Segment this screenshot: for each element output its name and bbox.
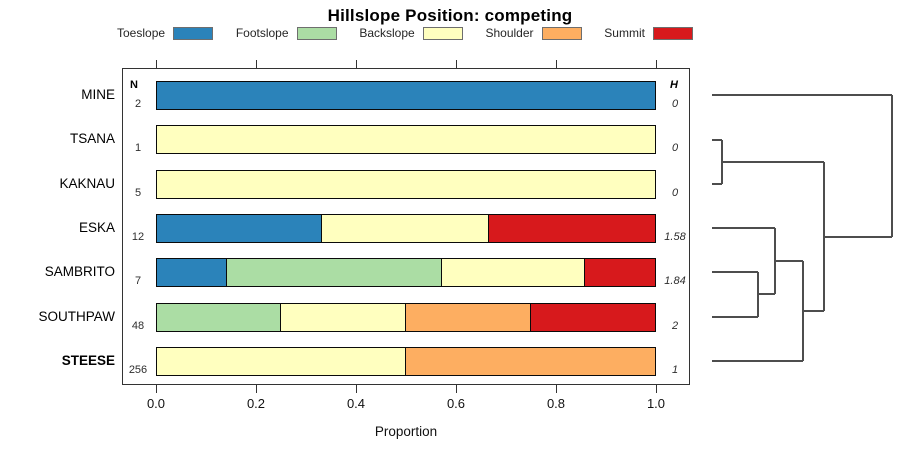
- dendrogram-v-line: [802, 261, 804, 361]
- dendrogram-h-line: [824, 236, 892, 238]
- bar-segment-sambrito-footslope: [226, 258, 442, 287]
- x-axis-tick-label: 1.0: [646, 396, 666, 411]
- legend-item-shoulder: Shoulder: [485, 26, 582, 40]
- dendrogram-h-line: [803, 310, 824, 312]
- x-axis-tick-label: 0.4: [346, 396, 366, 411]
- dendrogram-h-line: [712, 227, 775, 229]
- dendrogram-h-line: [722, 161, 824, 163]
- x-axis-tick-label: 0.8: [546, 396, 566, 411]
- h-value-mine: 0: [671, 98, 679, 110]
- dendrogram-h-line: [712, 316, 758, 318]
- n-value-mine: 2: [134, 98, 142, 110]
- bar-segment-steese-backslope: [156, 347, 406, 376]
- bar-segment-tsana-backslope: [156, 125, 656, 154]
- x-axis-tick-bottom: [356, 385, 357, 393]
- legend-label: Shoulder: [485, 26, 534, 40]
- x-axis-tick-label: 0.2: [246, 396, 266, 411]
- legend-swatch-toeslope: [173, 26, 214, 40]
- bar-segment-southpaw-shoulder: [404, 303, 531, 332]
- dendrogram-v-line: [823, 162, 825, 311]
- x-axis-label: Proportion: [374, 424, 438, 439]
- x-axis-tick-bottom: [256, 385, 257, 393]
- plot-area-border: [122, 68, 690, 385]
- dendrogram-v-line: [891, 95, 893, 237]
- h-value-eska: 1.58: [664, 231, 686, 243]
- n-value-kaknau: 5: [134, 187, 142, 199]
- bar-segment-southpaw-summit: [529, 303, 656, 332]
- bar-segment-sambrito-backslope: [440, 258, 585, 287]
- dendrogram-v-line: [757, 272, 759, 317]
- bar-segment-eska-summit: [487, 214, 656, 243]
- row-label-kaknau: KAKNAU: [59, 176, 115, 191]
- dendrogram-v-line: [774, 228, 776, 294]
- n-value-southpaw: 48: [131, 320, 145, 332]
- legend-item-footslope: Footslope: [236, 26, 337, 40]
- row-label-eska: ESKA: [78, 220, 115, 235]
- bar-segment-kaknau-backslope: [156, 170, 656, 199]
- dendrogram-h-line: [775, 260, 803, 262]
- legend-item-toeslope: Toeslope: [117, 26, 214, 40]
- x-axis-tick-bottom: [556, 385, 557, 393]
- legend-item-backslope: Backslope: [359, 26, 463, 40]
- bar-segment-sambrito-toeslope: [156, 258, 228, 287]
- bar-segment-sambrito-summit: [583, 258, 656, 287]
- legend: Toeslope Footslope Backslope Shoulder Summit: [117, 24, 693, 42]
- bar-segment-southpaw-backslope: [279, 303, 406, 332]
- bar-segment-eska-toeslope: [156, 214, 323, 243]
- h-value-tsana: 0: [671, 142, 679, 154]
- x-axis-tick-top: [256, 60, 257, 68]
- chart-title: Hillslope Position: competing: [327, 6, 573, 25]
- legend-label: Footslope: [235, 26, 289, 40]
- n-column-header: N: [130, 79, 138, 91]
- bar-segment-southpaw-footslope: [156, 303, 281, 332]
- bar-segment-steese-shoulder: [404, 347, 656, 376]
- dendrogram-v-line: [721, 140, 723, 184]
- dendrogram-h-line: [712, 183, 722, 185]
- dendrogram-h-line: [712, 271, 758, 273]
- h-value-sambrito: 1.84: [664, 275, 686, 287]
- legend-label: Toeslope: [117, 26, 166, 40]
- x-axis-tick-top: [456, 60, 457, 68]
- row-label-southpaw: SOUTHPAW: [38, 309, 116, 324]
- row-label-tsana: TSANA: [69, 131, 115, 146]
- h-value-kaknau: 0: [671, 187, 679, 199]
- h-column-header: H: [670, 79, 678, 91]
- h-value-southpaw: 2: [671, 320, 679, 332]
- n-value-tsana: 1: [134, 142, 142, 154]
- legend-swatch-backslope: [422, 26, 463, 40]
- dendrogram-h-line: [712, 139, 722, 141]
- row-label-steese: STEESE: [61, 353, 115, 368]
- x-axis-tick-top: [156, 60, 157, 68]
- legend-label: Backslope: [359, 26, 415, 40]
- dendrogram-h-line: [712, 94, 892, 96]
- n-value-sambrito: 7: [134, 275, 142, 287]
- x-axis-tick-top: [356, 60, 357, 68]
- row-label-mine: MINE: [81, 87, 115, 102]
- n-value-steese: 256: [128, 364, 148, 376]
- dendrogram-h-line: [758, 293, 775, 295]
- row-label-sambrito: SAMBRITO: [44, 264, 115, 279]
- n-value-eska: 12: [131, 231, 145, 243]
- x-axis-tick-bottom: [156, 385, 157, 393]
- x-axis-tick-top: [656, 60, 657, 68]
- h-value-steese: 1: [671, 364, 679, 376]
- dendrogram-h-line: [712, 360, 803, 362]
- bar-segment-eska-backslope: [321, 214, 489, 243]
- legend-item-summit: Summit: [604, 26, 693, 40]
- legend-swatch-shoulder: [541, 26, 582, 40]
- x-axis-tick-label: 0.6: [446, 396, 466, 411]
- x-axis-tick-bottom: [656, 385, 657, 393]
- legend-swatch-summit: [652, 26, 693, 40]
- legend-label: Summit: [604, 26, 645, 40]
- legend-swatch-footslope: [296, 26, 337, 40]
- x-axis-tick-label: 0.0: [146, 396, 166, 411]
- bar-segment-mine-toeslope: [156, 81, 656, 110]
- x-axis-tick-bottom: [456, 385, 457, 393]
- x-axis-tick-top: [556, 60, 557, 68]
